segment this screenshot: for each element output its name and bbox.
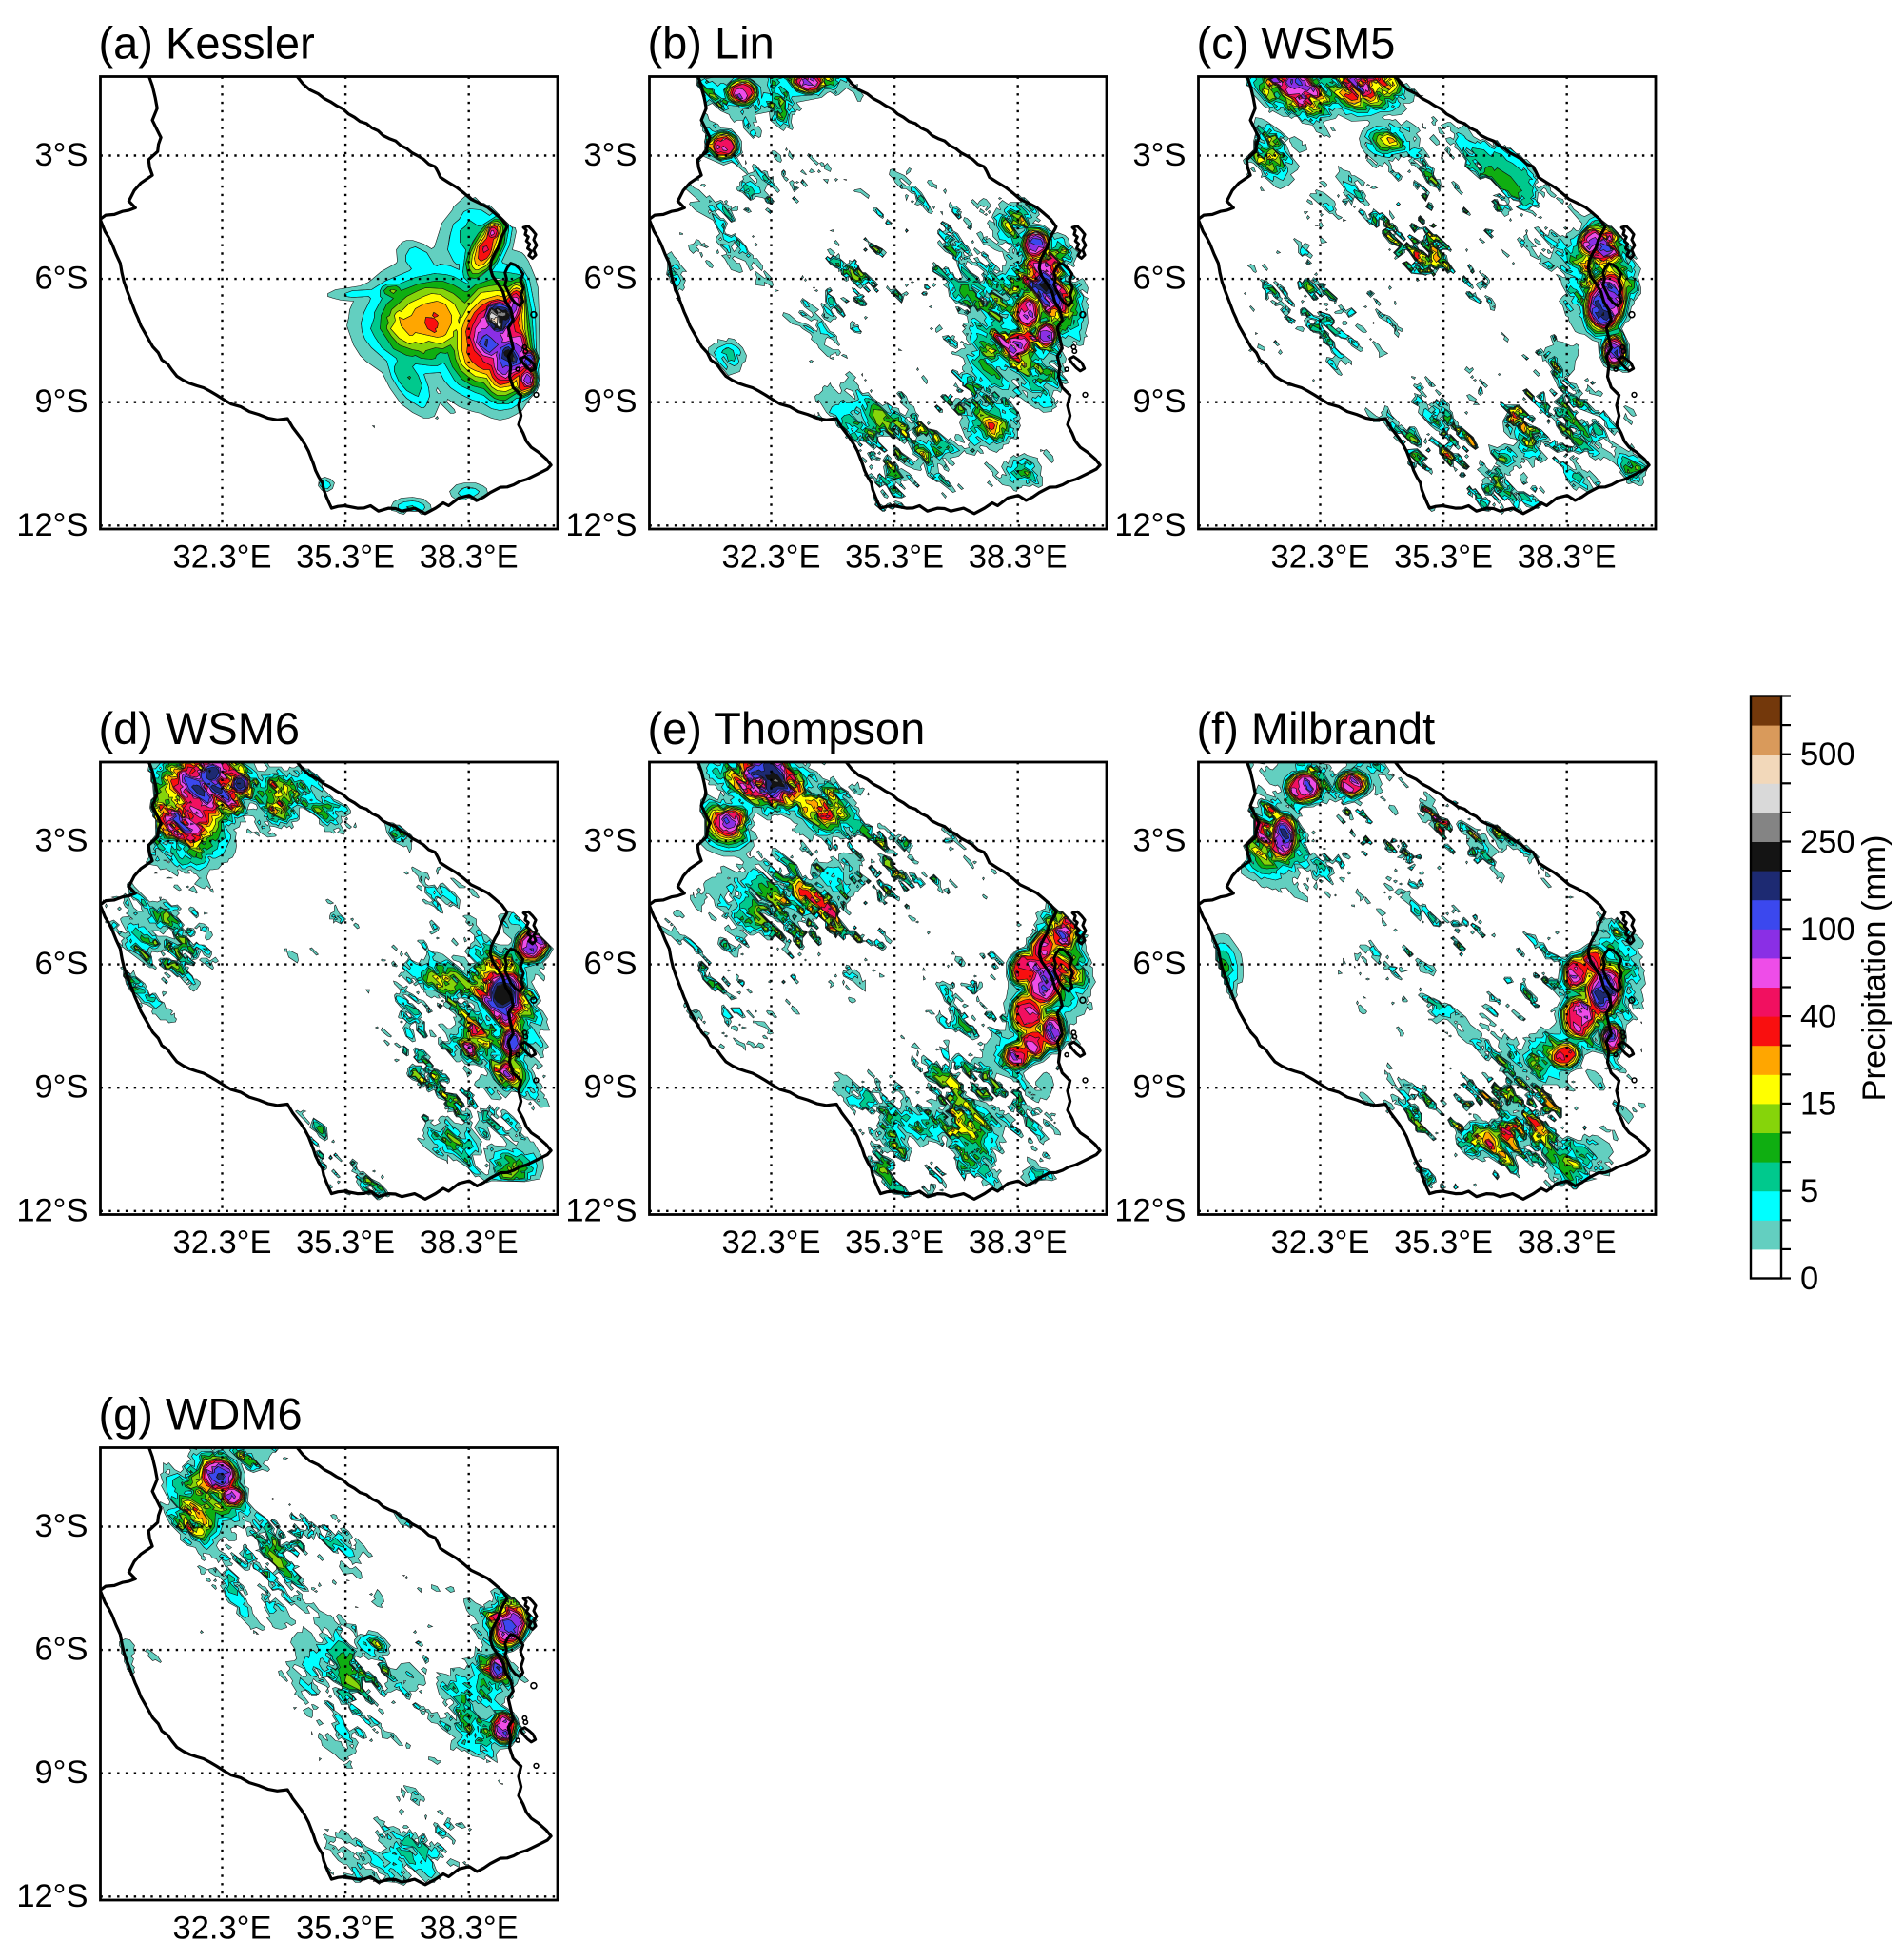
svg-text:38.3°E: 38.3°E [420, 1225, 519, 1261]
svg-text:3°S: 3°S [35, 137, 88, 173]
svg-text:32.3°E: 32.3°E [1271, 539, 1370, 576]
svg-text:6°S: 6°S [35, 1632, 88, 1668]
svg-text:12°S: 12°S [16, 507, 88, 543]
svg-text:32.3°E: 32.3°E [173, 539, 272, 576]
svg-text:6°S: 6°S [1133, 946, 1187, 982]
svg-text:9°S: 9°S [35, 383, 88, 420]
svg-text:3°S: 3°S [1133, 823, 1187, 859]
svg-text:38.3°E: 38.3°E [420, 539, 519, 576]
svg-text:9°S: 9°S [35, 1069, 88, 1106]
svg-text:3°S: 3°S [35, 823, 88, 859]
svg-text:32.3°E: 32.3°E [722, 539, 821, 576]
svg-text:(b) Lin: (b) Lin [648, 18, 775, 69]
svg-text:12°S: 12°S [565, 507, 637, 543]
svg-text:35.3°E: 35.3°E [1394, 539, 1493, 576]
svg-text:35.3°E: 35.3°E [296, 1911, 395, 1947]
svg-text:9°S: 9°S [1133, 1069, 1187, 1106]
svg-text:0: 0 [1800, 1261, 1818, 1297]
svg-text:250: 250 [1800, 824, 1855, 860]
svg-text:(d) WSM6: (d) WSM6 [99, 703, 301, 754]
svg-text:6°S: 6°S [584, 261, 638, 297]
svg-text:9°S: 9°S [35, 1754, 88, 1791]
svg-text:35.3°E: 35.3°E [845, 539, 944, 576]
svg-text:(e) Thompson: (e) Thompson [648, 703, 926, 754]
svg-text:12°S: 12°S [16, 1192, 88, 1228]
svg-text:38.3°E: 38.3°E [1518, 539, 1617, 576]
svg-text:6°S: 6°S [35, 946, 88, 982]
svg-text:38.3°E: 38.3°E [969, 539, 1068, 576]
svg-text:15: 15 [1800, 1086, 1836, 1122]
svg-text:32.3°E: 32.3°E [722, 1225, 821, 1261]
svg-text:35.3°E: 35.3°E [1394, 1225, 1493, 1261]
svg-text:12°S: 12°S [1114, 507, 1186, 543]
svg-text:9°S: 9°S [584, 1069, 638, 1106]
svg-text:3°S: 3°S [584, 823, 638, 859]
svg-text:35.3°E: 35.3°E [296, 1225, 395, 1261]
svg-text:12°S: 12°S [16, 1878, 88, 1914]
svg-text:3°S: 3°S [35, 1508, 88, 1544]
svg-text:100: 100 [1800, 911, 1855, 948]
svg-text:5: 5 [1800, 1173, 1818, 1209]
svg-text:9°S: 9°S [1133, 383, 1187, 420]
svg-text:38.3°E: 38.3°E [1518, 1225, 1617, 1261]
svg-text:Precipitation (mm): Precipitation (mm) [1856, 835, 1893, 1102]
svg-text:(c) WSM5: (c) WSM5 [1197, 18, 1396, 69]
svg-text:38.3°E: 38.3°E [420, 1911, 519, 1947]
svg-text:3°S: 3°S [584, 137, 638, 173]
svg-text:(g) WDM6: (g) WDM6 [99, 1389, 303, 1440]
svg-text:32.3°E: 32.3°E [1271, 1225, 1370, 1261]
svg-text:32.3°E: 32.3°E [173, 1225, 272, 1261]
svg-text:32.3°E: 32.3°E [173, 1911, 272, 1947]
svg-text:6°S: 6°S [584, 946, 638, 982]
svg-text:3°S: 3°S [1133, 137, 1187, 173]
svg-text:35.3°E: 35.3°E [845, 1225, 944, 1261]
svg-text:9°S: 9°S [584, 383, 638, 420]
svg-text:35.3°E: 35.3°E [296, 539, 395, 576]
svg-text:500: 500 [1800, 736, 1855, 773]
svg-text:12°S: 12°S [565, 1192, 637, 1228]
svg-text:6°S: 6°S [35, 261, 88, 297]
svg-text:38.3°E: 38.3°E [969, 1225, 1068, 1261]
svg-text:12°S: 12°S [1114, 1192, 1186, 1228]
svg-text:6°S: 6°S [1133, 261, 1187, 297]
svg-text:(a) Kessler: (a) Kessler [99, 18, 315, 69]
svg-text:40: 40 [1800, 999, 1836, 1035]
svg-text:(f) Milbrandt: (f) Milbrandt [1197, 703, 1436, 754]
